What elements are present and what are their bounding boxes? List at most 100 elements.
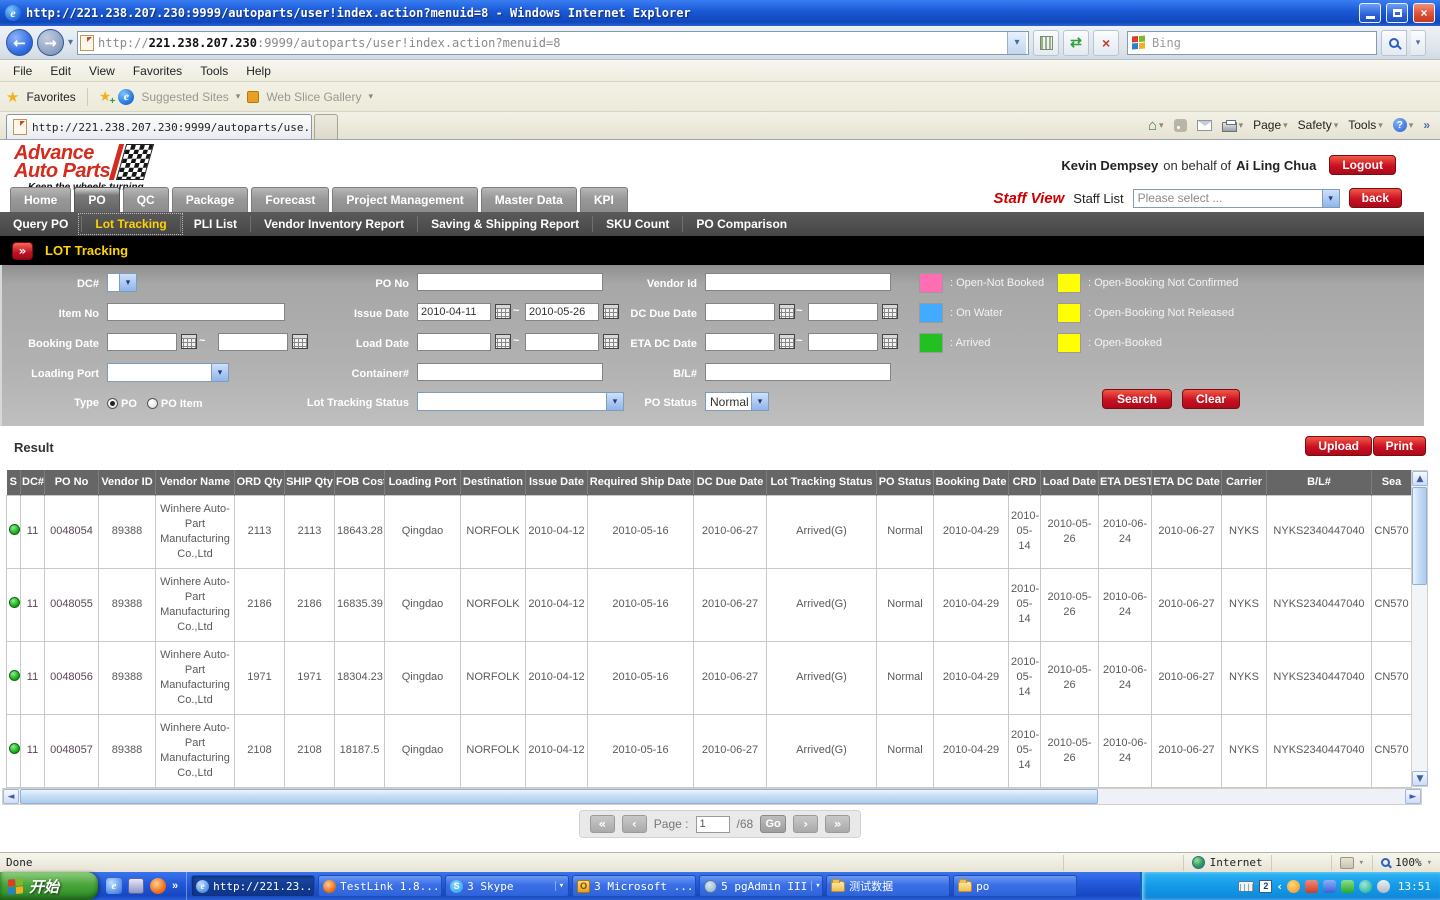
suggested-sites-button[interactable]: Suggested Sites (141, 89, 229, 104)
refresh-button[interactable]: ⇄ (1063, 29, 1090, 56)
scroll-down-icon[interactable]: ▼ (1412, 771, 1428, 786)
calendar-icon[interactable] (882, 304, 898, 319)
tray-antivirus-icon[interactable] (1340, 879, 1354, 893)
lot-tracking-status-select[interactable]: ▾ (417, 392, 624, 411)
protected-mode-control[interactable]: ▾ (1330, 854, 1372, 871)
scroll-right-icon[interactable]: ► (1405, 789, 1421, 804)
minimize-button[interactable] (1359, 3, 1381, 23)
compatibility-view-button[interactable] (1033, 29, 1060, 56)
address-dropdown-icon[interactable]: ▾ (1007, 31, 1027, 54)
calendar-icon[interactable] (603, 304, 619, 319)
load-to-input[interactable] (525, 333, 599, 351)
volume-icon[interactable] (1376, 879, 1390, 893)
task-pgadmin[interactable]: 5 pgAdmin III ▾ (699, 875, 824, 897)
search-input[interactable] (1150, 34, 1373, 51)
next-page-button[interactable]: › (793, 815, 819, 833)
feeds-icon[interactable] (1173, 118, 1187, 132)
search-submit-button[interactable]: Search (1102, 389, 1172, 409)
favorites-star-icon[interactable]: ★ (6, 88, 20, 106)
firefox-quicklaunch-icon[interactable] (150, 878, 166, 894)
calendar-icon[interactable] (882, 334, 898, 349)
input-method-icon[interactable]: 2 (1259, 879, 1273, 893)
web-slice-gallery-button[interactable]: Web Slice Gallery (266, 89, 362, 104)
recent-pages-dropdown-icon[interactable]: ▾ (68, 37, 74, 48)
menu-view[interactable]: View (89, 63, 115, 78)
tray-sync-icon[interactable] (1286, 879, 1300, 893)
search-options-dropdown-icon[interactable]: ▾ (1411, 29, 1427, 56)
item-no-input[interactable] (107, 303, 285, 321)
dc-due-from-input[interactable] (705, 303, 775, 321)
subnav-lot-tracking[interactable]: Lot Tracking (78, 213, 183, 235)
help-menu[interactable]: ? ▾ (1392, 118, 1413, 132)
scroll-up-icon[interactable]: ▲ (1412, 471, 1428, 486)
table-row[interactable]: 11 0048056 89388 Winhere Auto-Part Manuf… (6, 640, 1412, 715)
tray-updates-icon[interactable] (1322, 879, 1336, 893)
address-bar[interactable]: http://221.238.207.230:9999/autoparts/us… (77, 30, 1030, 55)
type-po-radio[interactable] (107, 398, 118, 409)
eta-dc-from-input[interactable] (705, 333, 775, 351)
show-desktop-icon[interactable] (128, 878, 144, 894)
address-url[interactable]: http://221.238.207.230:9999/autoparts/us… (98, 36, 1003, 50)
subnav-saving-shipping-report[interactable]: Saving & Shipping Report (417, 216, 592, 232)
issue-date-from-input[interactable] (417, 303, 491, 321)
po-status-select[interactable]: Normal ▾ (705, 392, 769, 411)
table-row[interactable]: 11 0048055 89388 Winhere Auto-Part Manuf… (6, 567, 1412, 642)
task-ie[interactable]: e http://221.23... (191, 875, 316, 897)
tab-po[interactable]: PO (74, 187, 120, 212)
restore-button[interactable] (1386, 3, 1408, 23)
menu-help[interactable]: Help (246, 63, 271, 78)
back-button-page[interactable]: back (1348, 188, 1402, 208)
stop-button[interactable]: × (1093, 29, 1120, 56)
browser-tab[interactable]: http://221.238.207.230:9999/autoparts/us… (6, 114, 312, 139)
favorites-button[interactable]: Favorites (26, 89, 76, 104)
add-favorite-icon[interactable]: ★ (99, 88, 115, 107)
subnav-vendor-inventory-report[interactable]: Vendor Inventory Report (250, 216, 417, 232)
command-overflow-icon[interactable]: » (1423, 118, 1430, 132)
safety-menu[interactable]: Safety ▾ (1298, 118, 1339, 132)
vendor-id-input[interactable] (705, 273, 891, 291)
tab-home[interactable]: Home (10, 187, 72, 212)
print-button[interactable]: ▾ (1221, 119, 1243, 132)
type-po-item-radio[interactable] (146, 398, 158, 409)
load-from-input[interactable] (417, 333, 491, 351)
table-vertical-scrollbar[interactable]: ▲ ▼ (1411, 470, 1428, 787)
prev-page-button[interactable]: ‹ (621, 815, 647, 833)
go-button[interactable]: Go (760, 815, 787, 833)
tab-master-data[interactable]: Master Data (480, 187, 577, 212)
vertical-scroll-thumb[interactable] (1412, 487, 1427, 585)
tab-forecast[interactable]: Forecast (251, 187, 330, 212)
ie-quicklaunch-icon[interactable]: e (106, 878, 122, 894)
logout-button[interactable]: Logout (1329, 155, 1396, 175)
clear-button[interactable]: Clear (1182, 389, 1240, 409)
last-page-button[interactable]: » (825, 815, 851, 833)
calendar-icon[interactable] (495, 334, 511, 349)
keyboard-icon[interactable] (1238, 880, 1255, 892)
task-folder-test-data[interactable]: 测试数据 (826, 875, 951, 897)
calendar-icon[interactable] (603, 334, 619, 349)
subnav-pli-list[interactable]: PLI List (179, 216, 250, 232)
home-button[interactable]: ⌂ ▾ (1148, 117, 1164, 134)
chevron-down-icon[interactable]: ▾ (1321, 189, 1339, 207)
suggested-sites-dropdown-icon[interactable]: ▾ (235, 91, 241, 101)
chevron-down-icon[interactable]: ▾ (811, 881, 821, 891)
page-number-input[interactable] (695, 815, 730, 833)
subnav-query-po[interactable]: Query PO (13, 217, 69, 231)
close-button[interactable]: × (1413, 3, 1435, 23)
container-input[interactable] (417, 363, 603, 381)
tab-qc[interactable]: QC (122, 187, 169, 212)
horizontal-scroll-thumb[interactable] (20, 789, 1098, 804)
print-button-page[interactable]: Print (1372, 436, 1426, 456)
tray-security-icon[interactable] (1304, 879, 1318, 893)
bl-input[interactable] (705, 363, 891, 381)
start-button[interactable]: 开始 (0, 872, 98, 900)
menu-edit[interactable]: Edit (50, 63, 72, 78)
chevron-down-icon[interactable]: ▾ (119, 274, 136, 291)
tab-package[interactable]: Package (171, 187, 249, 212)
web-slice-dropdown-icon[interactable]: ▾ (368, 91, 373, 101)
tools-menu[interactable]: Tools ▾ (1348, 118, 1383, 132)
upload-button[interactable]: Upload (1305, 436, 1372, 456)
table-horizontal-scrollbar[interactable]: ◄ ► (2, 788, 1422, 805)
table-row[interactable]: 11 0048057 89388 Winhere Auto-Part Manuf… (6, 713, 1412, 788)
